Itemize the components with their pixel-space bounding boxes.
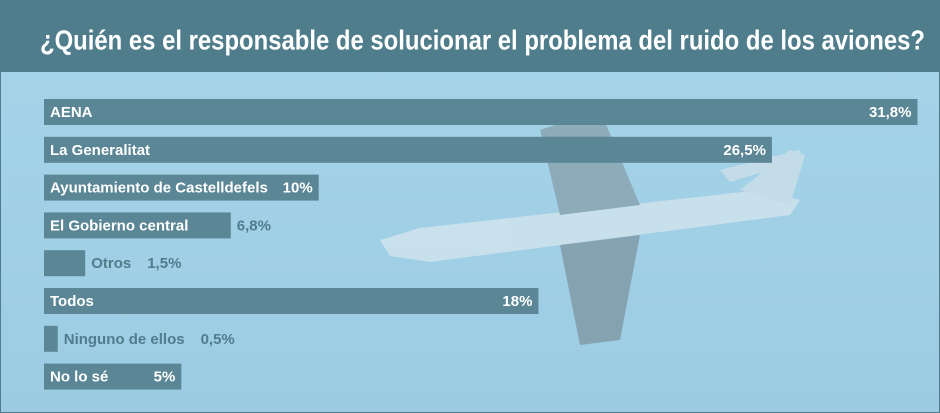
bar bbox=[44, 212, 231, 239]
header-band bbox=[0, 0, 940, 72]
bar bbox=[44, 250, 86, 277]
value-label: 31,8% bbox=[869, 104, 912, 121]
category-label: El Gobierno central bbox=[50, 217, 188, 234]
value-label: 6,8% bbox=[237, 217, 271, 234]
value-label: 5% bbox=[154, 369, 176, 386]
value-label: 0,5% bbox=[201, 331, 235, 348]
category-label: AENA bbox=[50, 104, 93, 121]
bar bbox=[44, 363, 182, 390]
category-label: La Generalitat bbox=[50, 142, 150, 159]
bar bbox=[44, 99, 918, 125]
category-label: Ninguno de ellos bbox=[64, 331, 185, 348]
category-label: Otros bbox=[91, 255, 131, 272]
value-label: 26,5% bbox=[723, 142, 766, 159]
value-label: 10% bbox=[283, 180, 313, 197]
chart-title: ¿Quién es el responsable de solucionar e… bbox=[40, 24, 925, 55]
bar bbox=[44, 174, 319, 201]
bar bbox=[44, 136, 772, 163]
category-label: Todos bbox=[50, 293, 94, 310]
category-label: No lo sé bbox=[50, 369, 108, 386]
value-label: 18% bbox=[502, 293, 532, 310]
bar bbox=[44, 288, 539, 314]
bar bbox=[44, 325, 58, 352]
category-label: Ayuntamiento de Castelldefels bbox=[50, 180, 268, 197]
value-label: 1,5% bbox=[147, 255, 181, 272]
